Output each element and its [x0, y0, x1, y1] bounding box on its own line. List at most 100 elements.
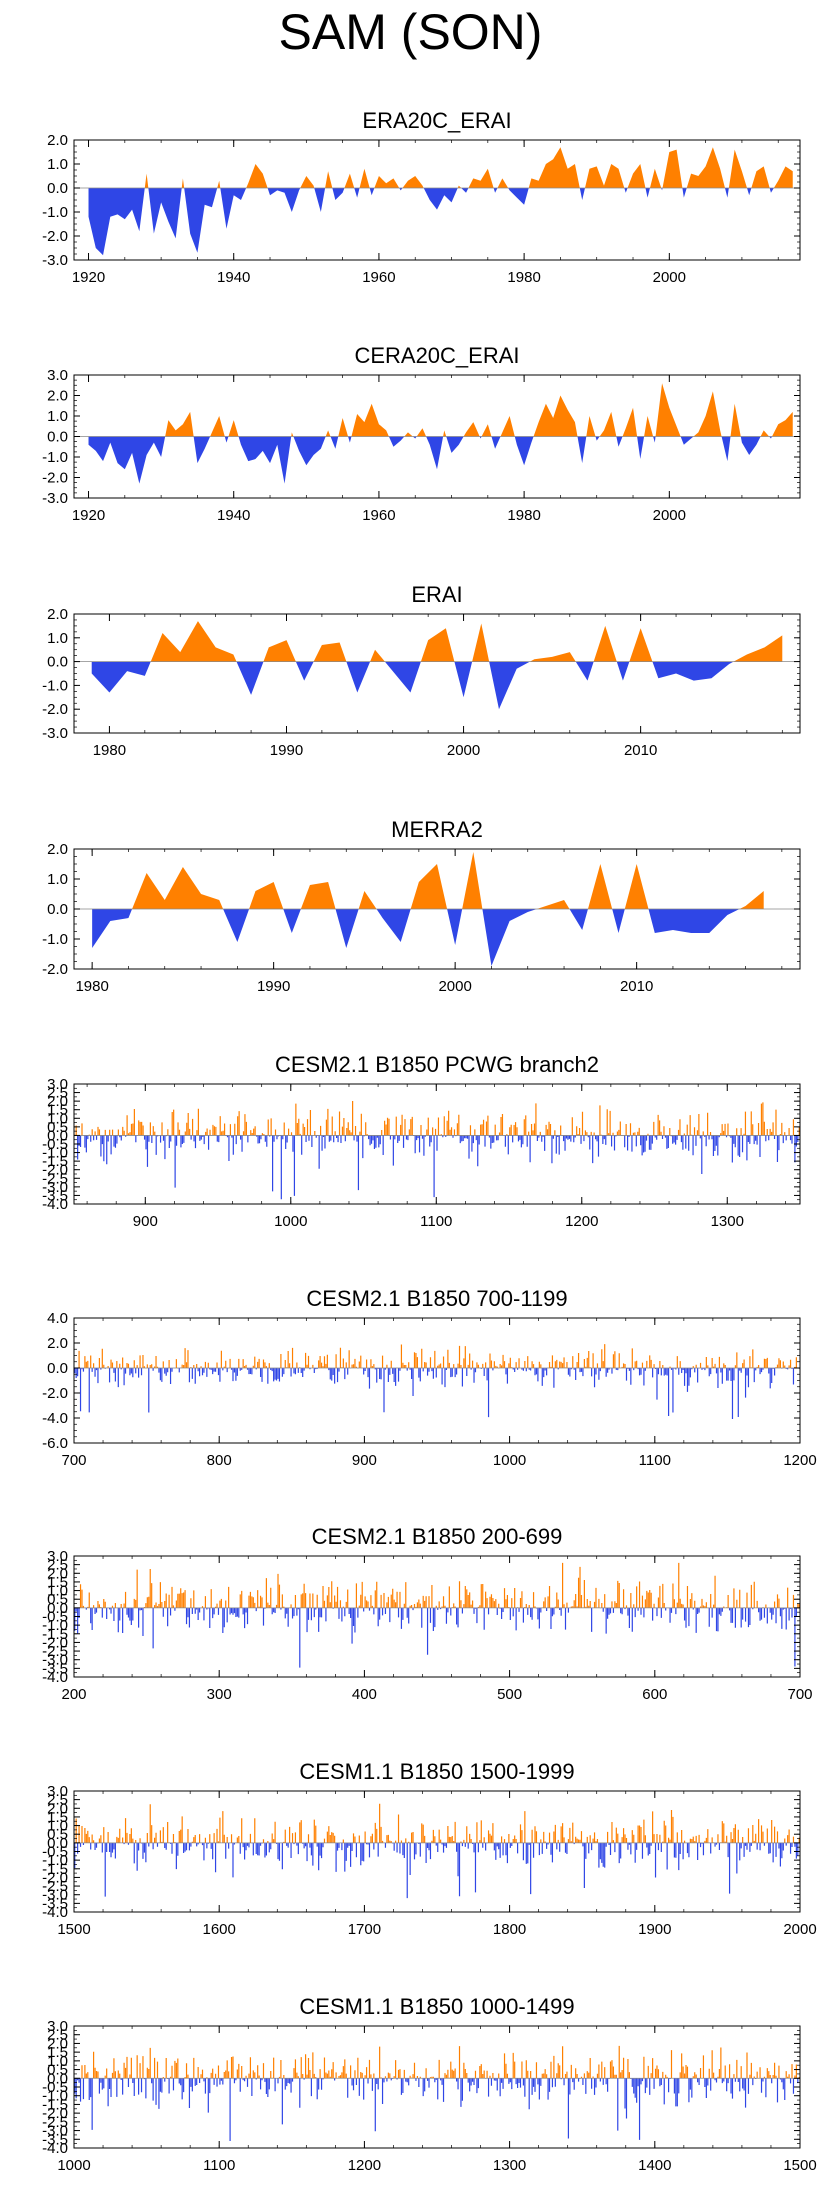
y-tick-label: -3.5	[42, 1660, 68, 1677]
y-tick-label: 3.0	[47, 1076, 68, 1093]
positive-bars	[74, 1100, 800, 1136]
chart-panel-9: CESM1.1 B1850 1000-1499 3.02.52.01.51.00.…	[42, 1994, 817, 2174]
y-tick-label: 2.0	[47, 1800, 68, 1817]
x-tick-label: 2010	[624, 742, 657, 759]
y-tick-label: -4.0	[42, 1904, 68, 1921]
y-tick-label: -2.5	[42, 1643, 68, 1660]
y-tick-label: -3.0	[42, 1652, 68, 1669]
chart-panel-3: ERAI 2.0 1.0 0.0 -1.0 -2.0 -3.0 1980 1990 2000 201…	[42, 582, 801, 759]
negative-bars	[77, 1135, 799, 1200]
x-tick-label: 1990	[257, 978, 290, 995]
positive-area	[91, 621, 783, 662]
plot-area	[92, 852, 764, 966]
y-tick-label: 4.0	[47, 1310, 68, 1327]
x-tick-label: 900	[352, 1452, 377, 1469]
positive-bars	[81, 2045, 800, 2079]
y-tick-label: 0.0	[47, 1600, 68, 1617]
y-tick-label: -1.5	[42, 1861, 68, 1878]
plot-area	[74, 1562, 800, 1668]
y-tick-label: -0.5	[42, 2079, 68, 2096]
positive-bars	[75, 1803, 800, 1843]
chart-panel-4: MERRA2 2.0 1.0 0.0 -1.0 -2.0 1980 1990 2000 2010	[42, 817, 801, 995]
y-tick-label: 0.0	[47, 2070, 68, 2087]
y-tick-label: -1.0	[42, 1145, 68, 1162]
y-tick-label: 2.5	[47, 2027, 68, 2044]
x-tick-label: 500	[497, 1686, 522, 1703]
y-tick-label: -3.0	[42, 490, 68, 507]
plot-area	[74, 1344, 800, 1419]
y-tick-label: -2.0	[42, 1869, 68, 1886]
negative-area	[91, 661, 783, 710]
y-tick-label: -1.0	[42, 204, 68, 221]
y-tick-label: 2.0	[47, 2035, 68, 2052]
y-tick-label: -1.0	[42, 2088, 68, 2105]
x-tick-label: 1100	[420, 1213, 452, 1230]
plot-frame	[73, 1317, 801, 1444]
x-tick-label: 2000	[438, 978, 471, 995]
y-tick-label: -3.0	[42, 2123, 68, 2140]
y-tick-label: 1.0	[47, 2053, 68, 2070]
y-tick-label: -2.0	[42, 2105, 68, 2122]
x-tick-label: 1500	[783, 2157, 816, 2174]
y-tick-label: -4.0	[42, 1669, 68, 1686]
y-tick-label: -2.5	[42, 1878, 68, 1895]
y-tick-label: 0.0	[47, 1360, 68, 1377]
y-tick-label: 0.5	[47, 2062, 68, 2079]
chart-panel-8: CESM1.1 B1850 1500-1999 3.02.52.01.51.00.…	[42, 1759, 817, 1938]
y-tick-label: 1.5	[47, 2044, 68, 2061]
y-tick-label: 2.0	[47, 388, 68, 405]
x-tick-label: 1980	[93, 742, 126, 759]
x-tick-label: 800	[207, 1452, 232, 1469]
x-tick-label: 1000	[274, 1213, 307, 1230]
x-tick-label: 1000	[493, 1452, 526, 1469]
y-tick-label: 0.0	[47, 180, 68, 197]
x-tick-label: 1800	[493, 1921, 526, 1938]
y-tick-label: 1.0	[47, 630, 68, 647]
x-tick-label: 1900	[638, 1921, 671, 1938]
y-tick-label: 3.0	[47, 1783, 68, 1800]
y-tick-label: 2.0	[47, 606, 68, 623]
x-tick-label: 1400	[638, 2157, 671, 2174]
x-tick-label: 1940	[217, 269, 250, 286]
y-tick-label: 3.0	[47, 367, 68, 384]
y-tick-label: 1.0	[47, 1110, 68, 1127]
negative-area	[88, 436, 793, 484]
y-tick-label: 1.0	[47, 1818, 68, 1835]
positive-bars	[78, 1344, 799, 1368]
x-tick-label: 1500	[57, 1921, 90, 1938]
positive-area	[88, 147, 793, 188]
negative-bars	[74, 2078, 799, 2141]
y-tick-label: -2.0	[42, 1634, 68, 1651]
y-tick-label: 2.0	[47, 1093, 68, 1110]
y-tick-label: 1.0	[47, 156, 68, 173]
y-tick-label: 2.5	[47, 1085, 68, 1102]
y-tick-label: -1.5	[42, 2096, 68, 2113]
figure-title: SAM (SON)	[278, 4, 543, 60]
panel-title: ERA20C_ERAI	[362, 108, 511, 133]
y-tick-label: 0.0	[47, 429, 68, 446]
y-tick-label: 0.5	[47, 1826, 68, 1843]
panel-title: CESM2.1 B1850 200-699	[312, 1524, 563, 1549]
x-tick-label: 1200	[348, 2157, 381, 2174]
y-tick-label: -1.0	[42, 449, 68, 466]
y-tick-label: -1.5	[42, 1626, 68, 1643]
x-tick-label: 1920	[72, 269, 105, 286]
y-tick-label: 0.0	[47, 1127, 68, 1144]
panel-title: CESM1.1 B1850 1500-1999	[299, 1759, 574, 1784]
y-tick-label: 2.0	[47, 1565, 68, 1582]
y-tick-label: -3.0	[42, 1179, 68, 1196]
panel-title: CERA20C_ERAI	[354, 343, 519, 368]
y-tick-label: -3.0	[42, 252, 68, 269]
y-tick-label: -3.5	[42, 1187, 68, 1204]
chart-panel-6: CESM2.1 B1850 700-1199 4.0 2.0 0.0 -2.0 -4.0 -…	[42, 1286, 817, 1469]
y-tick-label: 1.5	[47, 1809, 68, 1826]
x-tick-label: 1600	[203, 1921, 236, 1938]
y-tick-label: 0.0	[47, 901, 68, 918]
plot-area	[88, 147, 793, 256]
y-tick-label: 1.5	[47, 1102, 68, 1119]
y-tick-label: -3.5	[42, 1895, 68, 1912]
x-tick-label: 2010	[620, 978, 653, 995]
y-tick-label: 0.0	[47, 1835, 68, 1852]
y-tick-label: -2.0	[42, 470, 68, 487]
